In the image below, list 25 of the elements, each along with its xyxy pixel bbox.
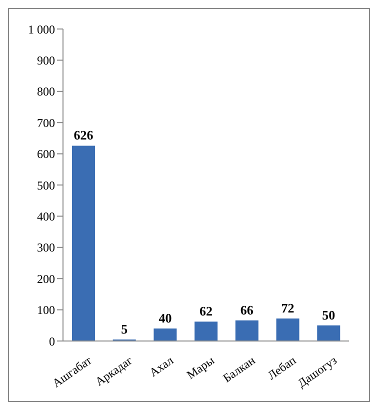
y-tick-label: 100 bbox=[37, 303, 55, 318]
bar bbox=[276, 318, 300, 341]
y-tick-label: 600 bbox=[37, 147, 55, 162]
bar bbox=[154, 328, 177, 341]
x-tick-label: Ахал bbox=[146, 353, 176, 380]
y-tick-label: 1 000 bbox=[28, 22, 55, 36]
bar bbox=[194, 322, 218, 341]
data-label: 40 bbox=[158, 310, 172, 326]
bar bbox=[317, 325, 340, 341]
data-label: 5 bbox=[121, 321, 128, 336]
y-tick-label: 400 bbox=[37, 209, 55, 224]
data-label: 62 bbox=[200, 304, 213, 319]
y-tick-label: 0 bbox=[49, 334, 55, 348]
y-tick-label: 900 bbox=[37, 53, 55, 68]
data-label: 626 bbox=[74, 128, 94, 143]
data-label: 50 bbox=[322, 307, 336, 322]
data-label: 66 bbox=[240, 302, 254, 318]
y-tick-label: 700 bbox=[37, 116, 55, 130]
bar bbox=[72, 146, 95, 341]
bar bbox=[235, 320, 258, 341]
y-tick-label: 200 bbox=[37, 272, 55, 286]
y-tick-label: 500 bbox=[37, 178, 55, 192]
y-tick-label: 300 bbox=[37, 240, 55, 255]
data-label: 72 bbox=[281, 300, 294, 316]
y-tick-label: 800 bbox=[37, 84, 55, 99]
